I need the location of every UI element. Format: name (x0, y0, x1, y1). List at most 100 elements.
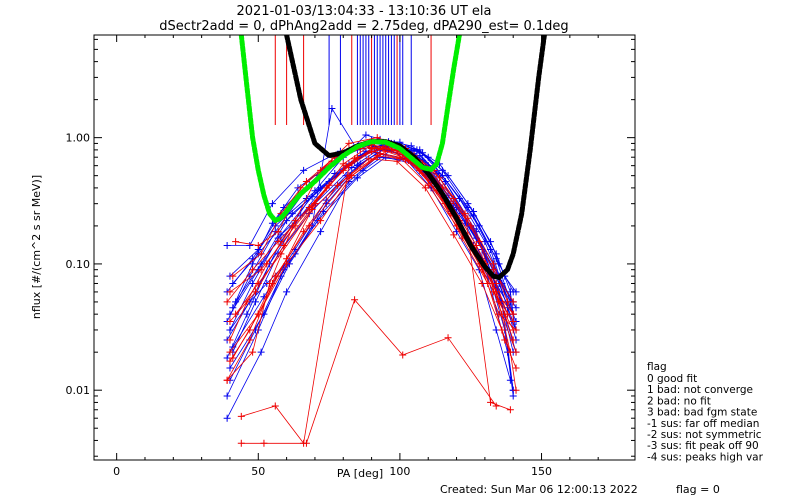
data-point-red (509, 317, 517, 325)
data-point-blue (243, 310, 251, 318)
data-point-red (246, 336, 254, 344)
data-point-red (334, 181, 342, 189)
fit-curve-black (284, 35, 547, 281)
data-point-red (345, 139, 353, 147)
data-point-red (277, 250, 285, 258)
legend-item: 3 bad: bad fgm state (647, 407, 757, 419)
fit-curve-green (238, 35, 462, 224)
data-point-red (308, 205, 316, 213)
data-point-red (311, 200, 319, 208)
data-point-red (368, 145, 376, 153)
series-line-blue (226, 156, 514, 397)
data-point-blue (223, 392, 231, 400)
data-point-red (257, 250, 265, 258)
series-line-blue (229, 146, 514, 391)
data-point-red (232, 238, 240, 246)
series-line-red (229, 153, 517, 369)
data-point-blue (283, 288, 291, 296)
y-tick-label: 1.00 (66, 132, 91, 145)
data-point-red (226, 348, 234, 356)
data-point-blue (362, 131, 370, 139)
series-line-red (229, 150, 517, 391)
data-point-blue (223, 241, 231, 249)
data-point-blue (407, 142, 415, 150)
legend-item: 2 bad: no fit (647, 395, 711, 407)
data-point-red (365, 155, 373, 163)
data-point-red (325, 181, 333, 189)
data-point-red (492, 402, 500, 410)
data-point-red (506, 406, 514, 414)
data-point-red (226, 317, 234, 325)
data-point-blue (311, 187, 319, 195)
data-point-red (402, 156, 410, 164)
data-point-blue (328, 105, 336, 113)
data-point-red (489, 260, 497, 268)
data-point-red (450, 194, 458, 202)
data-point-red (504, 298, 512, 306)
data-point-blue (512, 288, 520, 296)
y-tick-label: 0.01 (66, 384, 91, 397)
data-point-red (421, 184, 429, 192)
data-point-red (263, 260, 271, 268)
data-point-red (254, 241, 262, 249)
data-point-red (393, 157, 401, 165)
data-point-blue (229, 343, 237, 351)
data-point-red (283, 255, 291, 263)
legend-item: -3 sus: fit peak off 90 (647, 440, 759, 452)
chart-title-line2: dSectr2add = 0, dPhAng2add = 2.75deg, dP… (159, 19, 568, 34)
data-point-blue (487, 238, 495, 246)
data-point-red (226, 336, 234, 344)
data-point-red (237, 439, 245, 447)
legend-item: -1 sus: far off median (647, 418, 759, 430)
data-point-blue (317, 228, 325, 236)
data-point-blue (246, 241, 254, 249)
data-point-blue (464, 200, 472, 208)
series-line-red (235, 145, 514, 322)
data-point-blue (300, 166, 308, 174)
data-point-red (291, 222, 299, 230)
y-axis-label: nflux [#/(cm^2 s sr MeV)] (30, 175, 43, 319)
data-point-blue (492, 255, 500, 263)
data-point-red (274, 238, 282, 246)
series-line-red (241, 299, 497, 444)
series-line-red (226, 158, 511, 381)
data-point-red (512, 326, 520, 334)
data-point-red (339, 160, 347, 168)
data-point-red (492, 279, 500, 287)
data-point-red (246, 326, 254, 334)
data-point-red (271, 272, 279, 280)
chart-title-line1: 2021-01-03/13:04:33 - 13:10:36 UT ela (237, 4, 492, 19)
data-point-blue (229, 279, 237, 287)
data-point-red (317, 217, 325, 225)
data-point-red (351, 296, 359, 304)
data-point-red (472, 241, 480, 249)
data-point-red (504, 310, 512, 318)
series-line-red (235, 155, 517, 331)
series-line-red (241, 148, 508, 445)
created-timestamp: Created: Sun Mar 06 12:00:13 2022 (440, 483, 638, 496)
data-point-blue (226, 326, 234, 334)
data-point-red (399, 351, 407, 359)
data-point-blue (353, 174, 361, 182)
data-point-red (223, 298, 231, 306)
data-point-red (249, 348, 257, 356)
data-point-red (300, 439, 308, 447)
data-point-blue (229, 304, 237, 312)
y-tick-label: 0.10 (66, 258, 91, 271)
data-point-red (492, 288, 500, 296)
legend-item: -4 sus: peaks high var (647, 451, 764, 463)
plot-data-layer (223, 35, 547, 447)
data-point-blue (268, 200, 276, 208)
x-tick-label: 100 (389, 465, 410, 478)
data-point-red (232, 310, 240, 318)
data-point-red (450, 231, 458, 239)
plot-frame (93, 34, 636, 461)
data-point-red (506, 348, 514, 356)
data-point-blue (223, 414, 231, 422)
flag-legend: flag 0 good fit 1 bad: not converge 2 ba… (647, 361, 764, 463)
legend-title: flag (647, 361, 667, 373)
data-point-red (305, 222, 313, 230)
legend-item: 1 bad: not converge (647, 384, 753, 396)
data-point-red (226, 288, 234, 296)
